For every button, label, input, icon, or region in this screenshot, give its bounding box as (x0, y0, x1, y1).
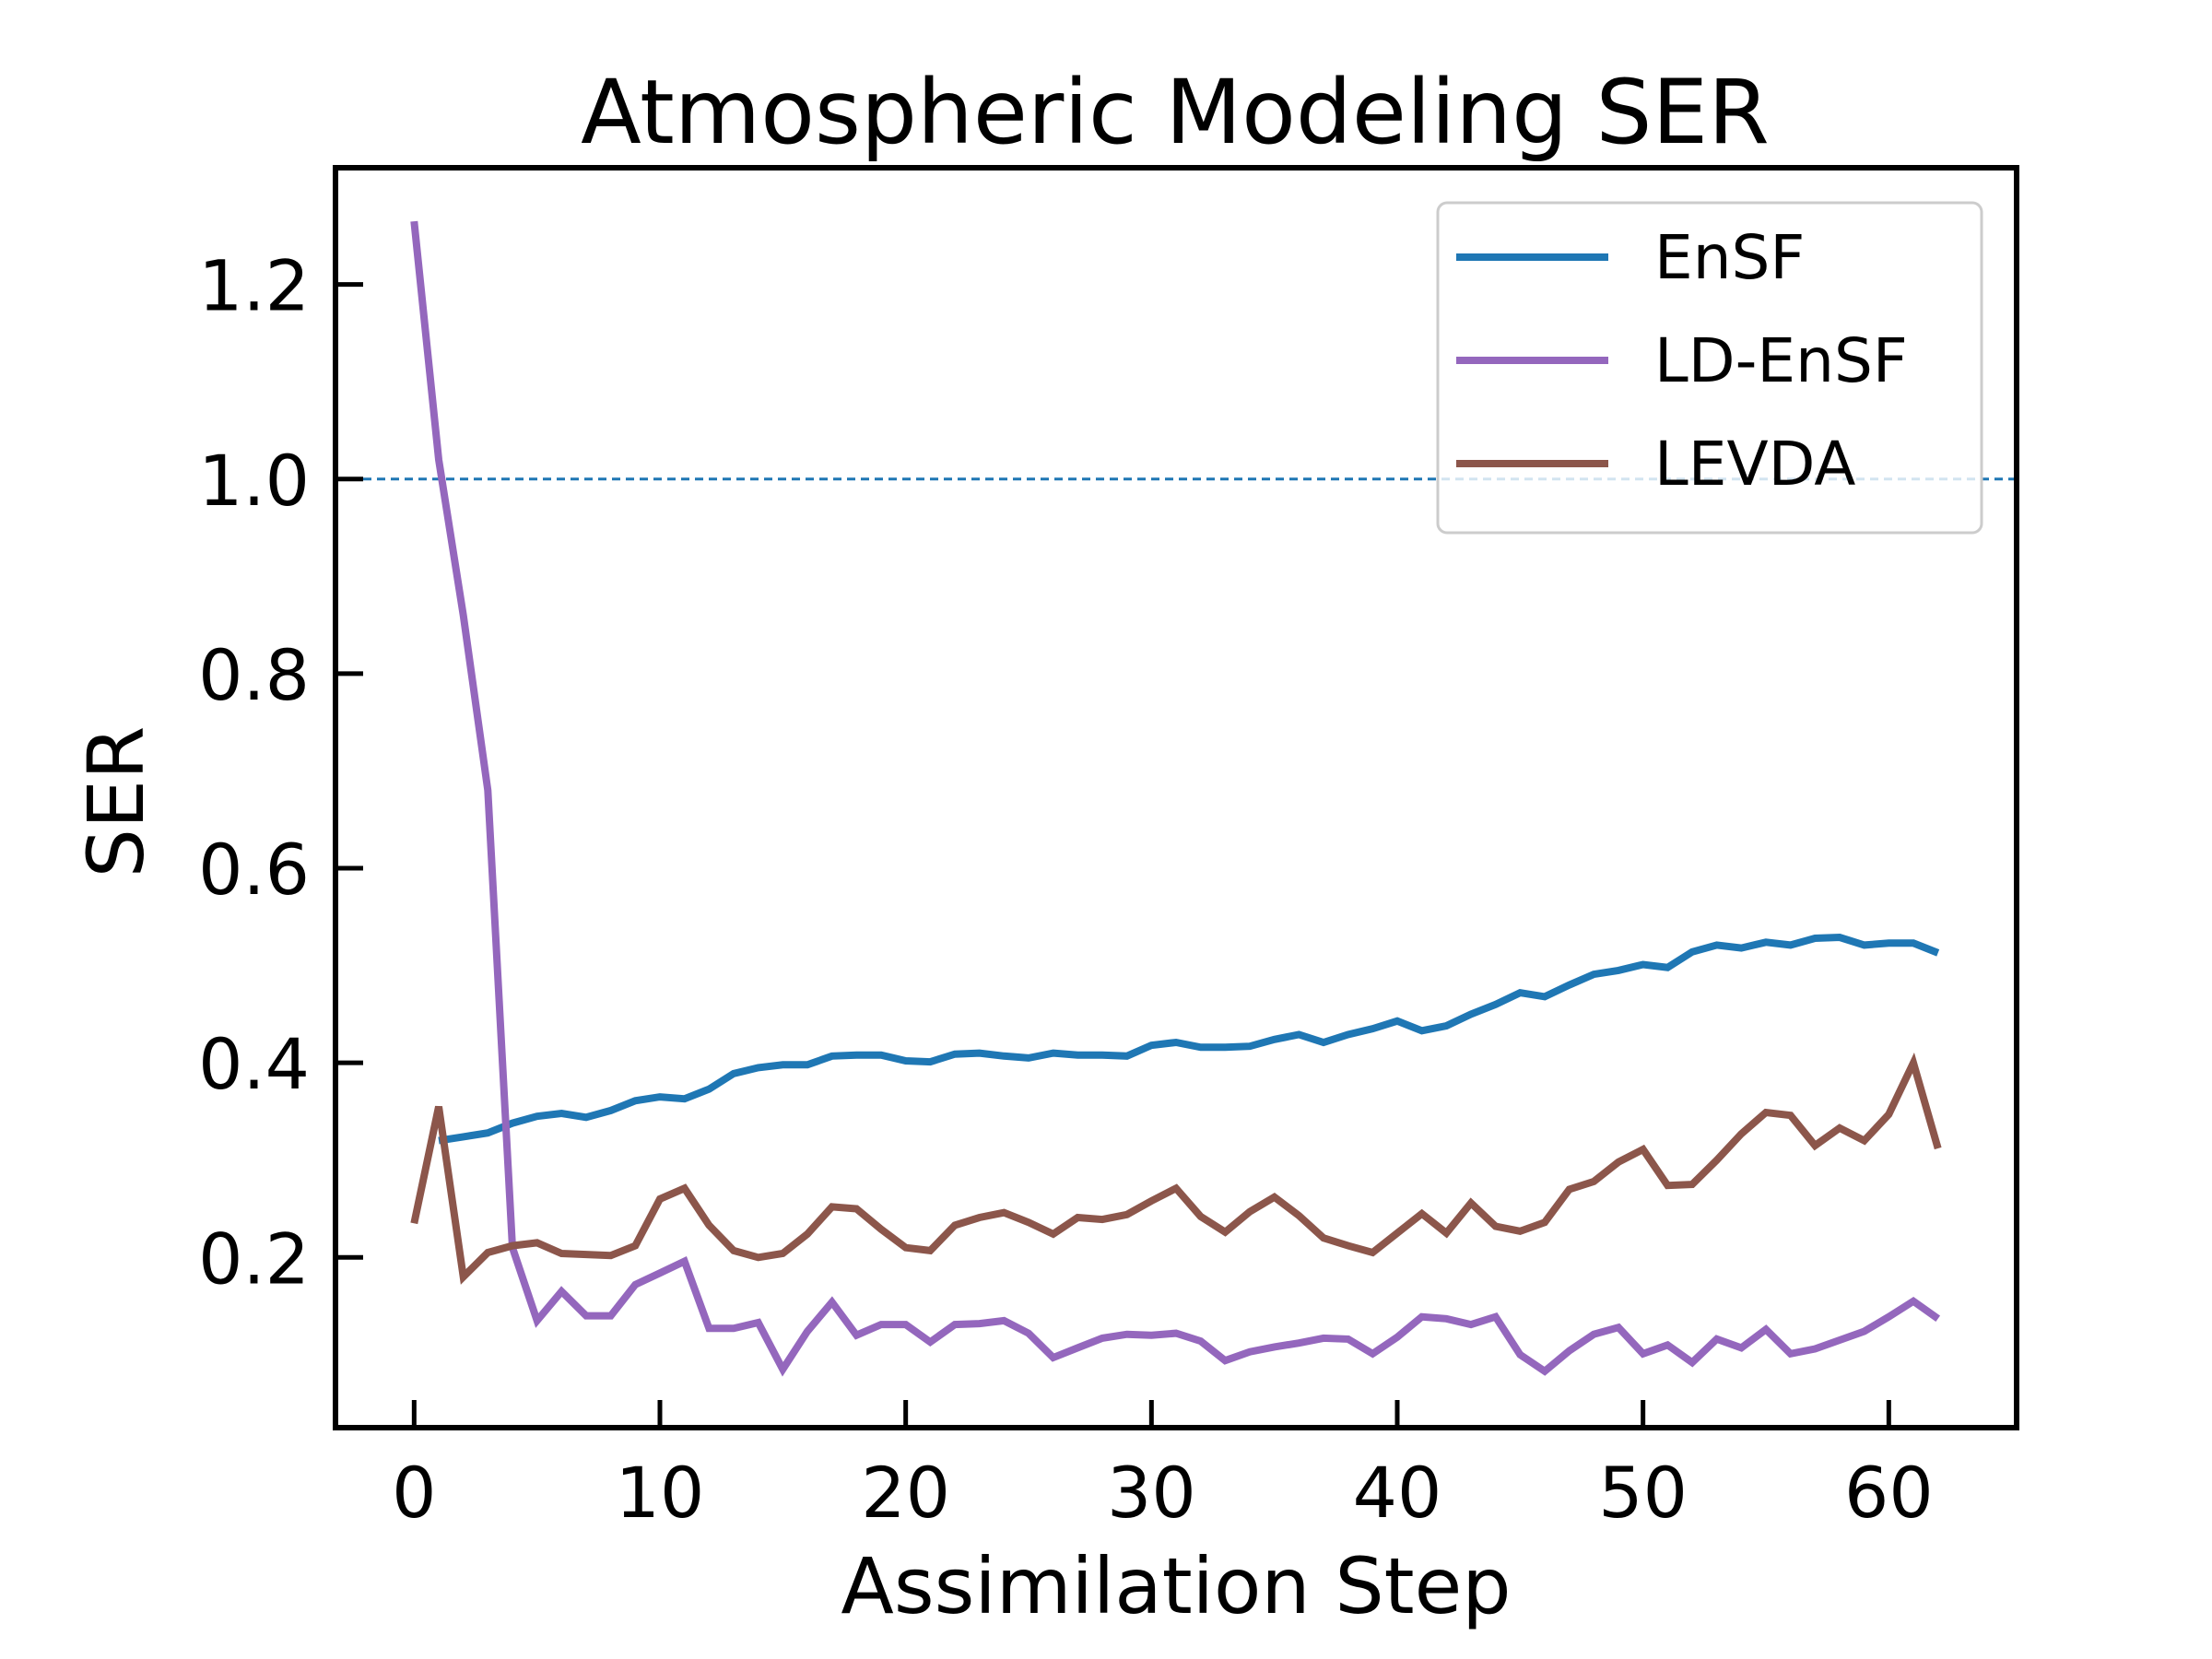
series-line-levda (410, 1052, 1942, 1285)
axes-frame (333, 165, 2019, 1430)
legend: EnSF LD-EnSF LEVDA (1436, 201, 1983, 535)
y-tick-label: 0.6 (198, 829, 310, 911)
series-layer (410, 220, 1942, 1377)
x-tick-label: 60 (1844, 1452, 1934, 1534)
y-tick-label: 0.2 (198, 1218, 310, 1300)
legend-label-ensf: EnSF (1654, 222, 1805, 293)
x-tick-label: 10 (616, 1452, 705, 1534)
x-axis-title: Assimilation Step (841, 1541, 1511, 1631)
legend-label-ld-ensf: LD-EnSF (1654, 325, 1908, 396)
legend-label-levda: LEVDA (1654, 429, 1855, 500)
legend-entries: EnSF LD-EnSF LEVDA (1456, 222, 1908, 500)
x-tick-label: 50 (1598, 1452, 1688, 1534)
x-ticks: 0 10 20 30 40 50 60 (392, 1400, 1934, 1534)
series-line-ensf (438, 933, 1940, 1145)
y-tick-label: 0.8 (198, 634, 310, 716)
y-tick-label: 0.4 (198, 1023, 310, 1105)
y-tick-label: 1.2 (198, 245, 310, 327)
series-line-ld-ensf (410, 220, 1941, 1377)
chart-title: Atmospheric Modeling SER (581, 61, 1770, 164)
plot-area: 0 10 20 30 40 50 60 0.2 0.4 0.6 0.8 1.0 1.2 (198, 165, 2019, 1534)
y-ticks: 0.2 0.4 0.6 0.8 1.0 1.2 (198, 245, 363, 1300)
y-tick-label: 1.0 (198, 440, 310, 522)
x-tick-label: 20 (861, 1452, 950, 1534)
x-tick-label: 40 (1353, 1452, 1442, 1534)
y-axis-title: SER (71, 726, 161, 878)
legend-frame (1436, 201, 1983, 535)
x-tick-label: 0 (392, 1452, 436, 1534)
x-tick-label: 30 (1107, 1452, 1196, 1534)
